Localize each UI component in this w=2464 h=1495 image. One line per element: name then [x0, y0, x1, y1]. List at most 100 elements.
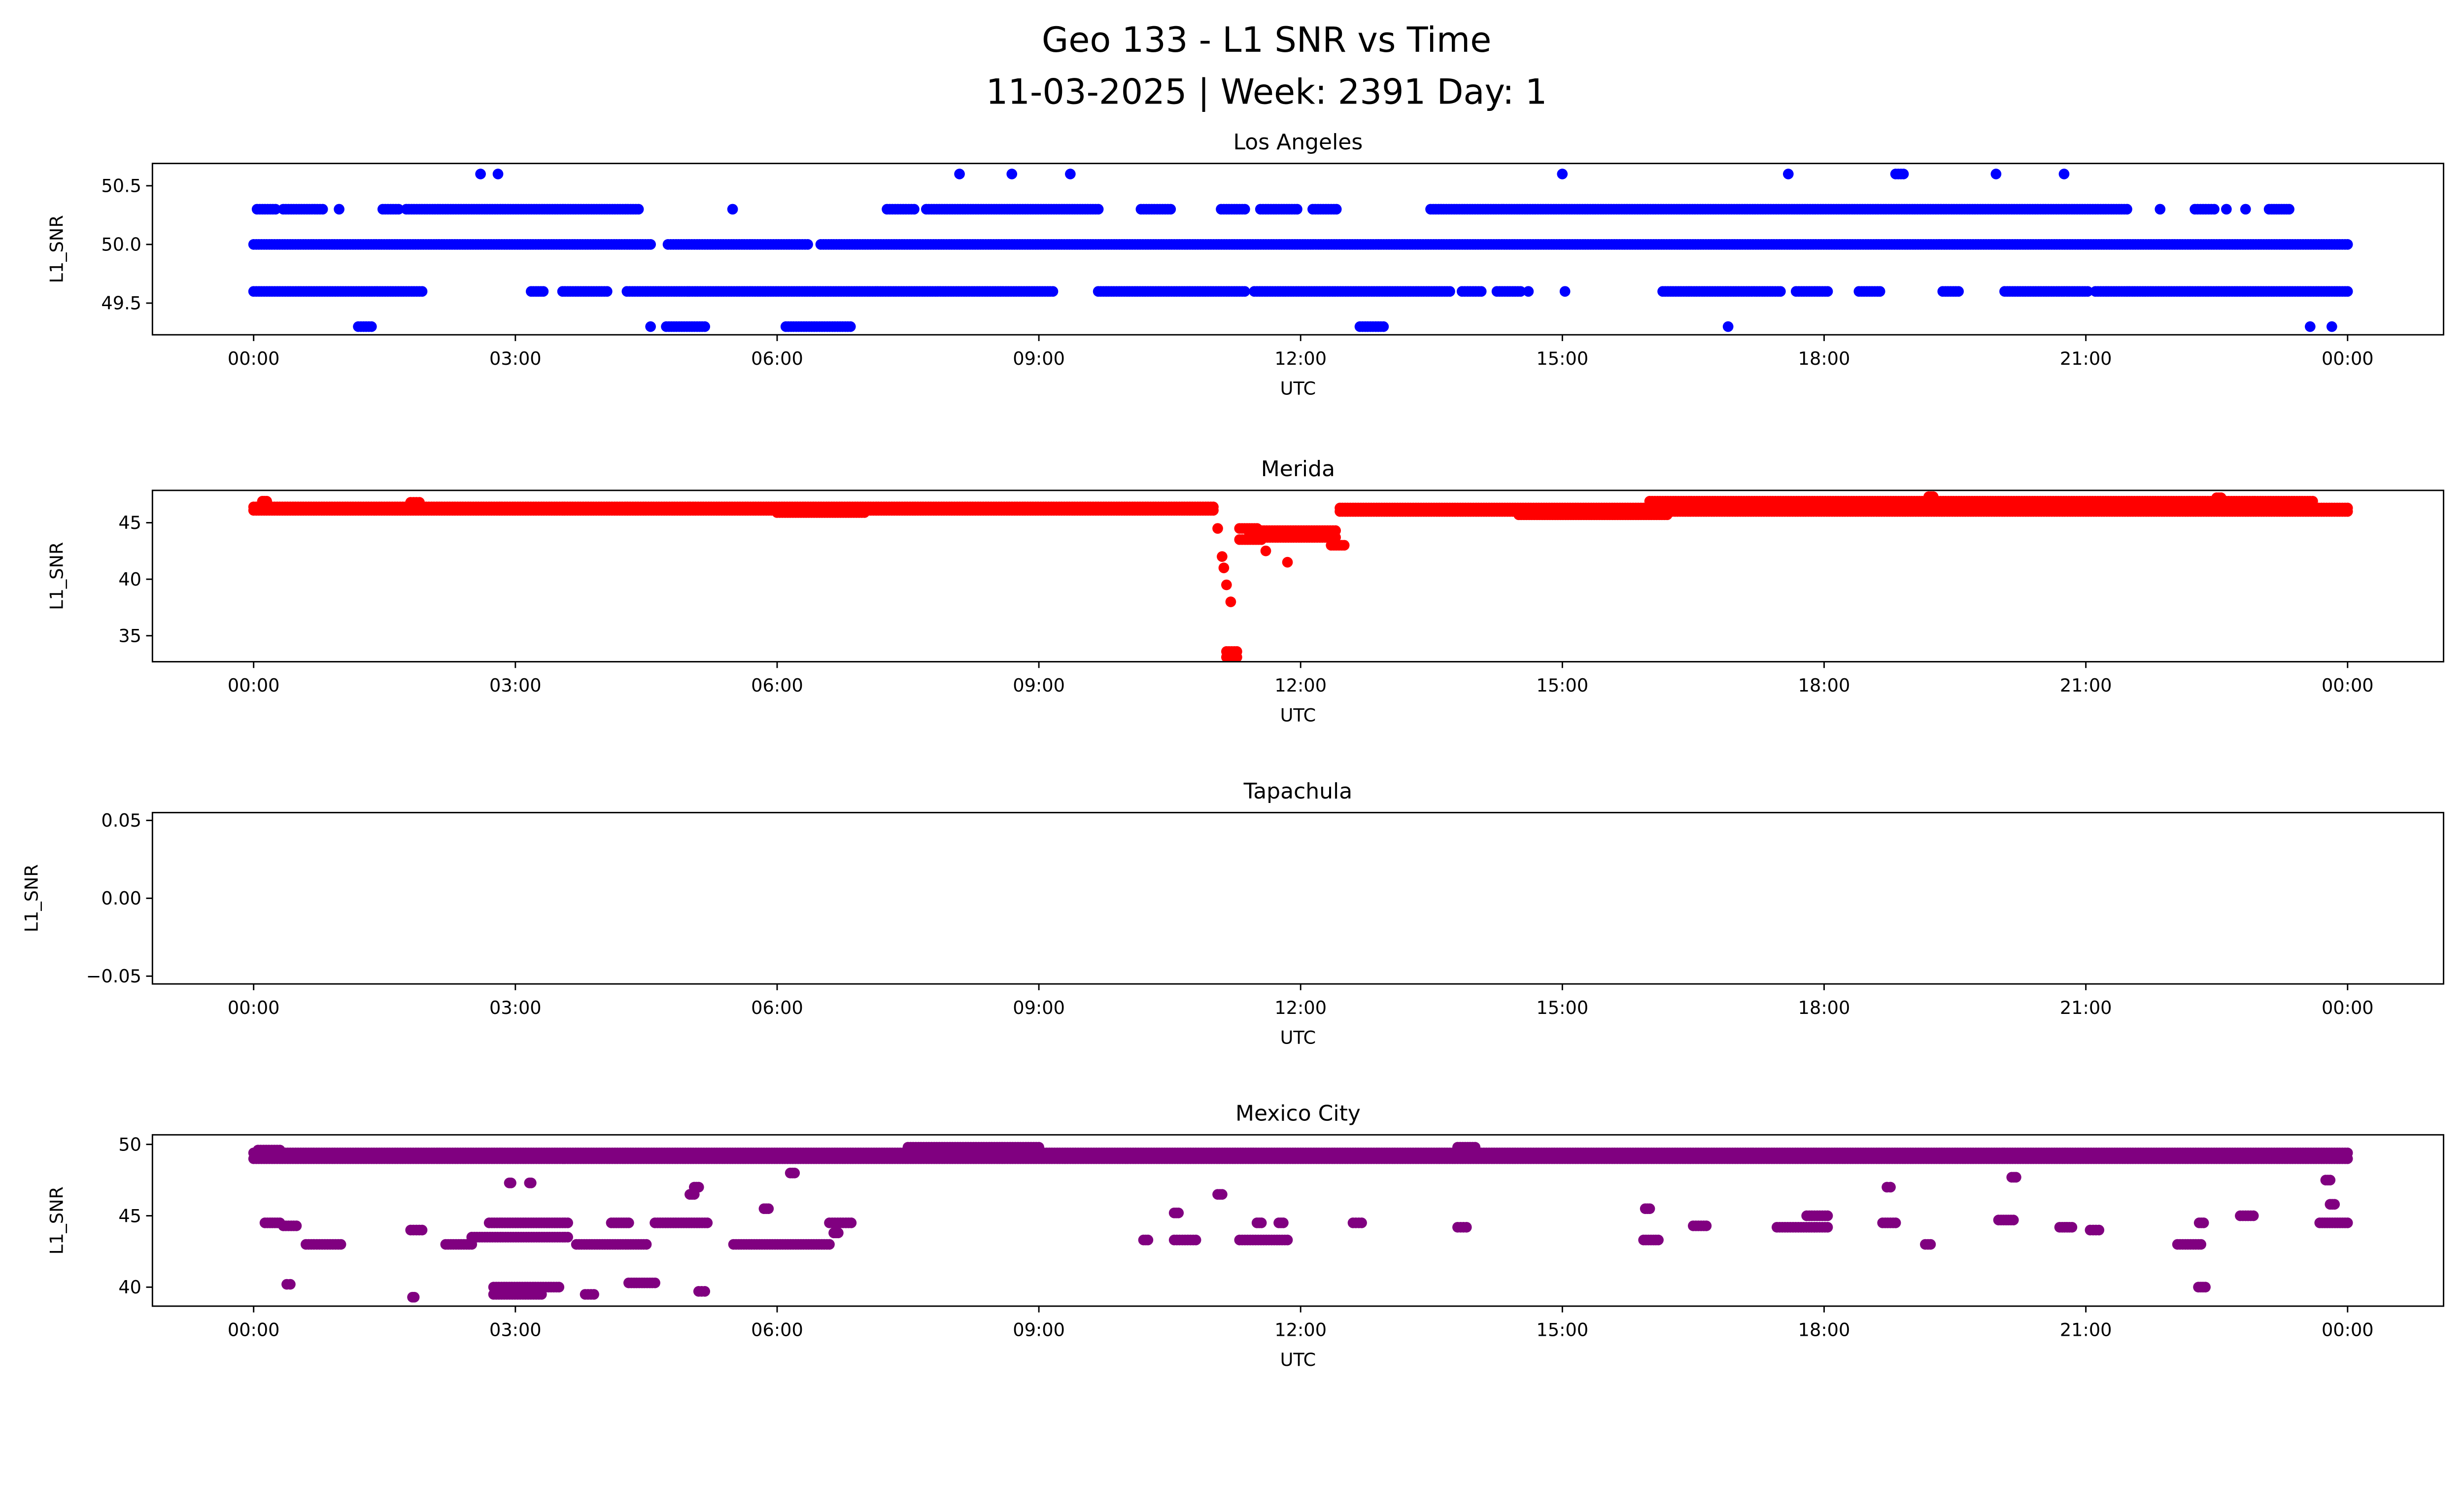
data-point: [1898, 169, 1909, 179]
x-axis-label: UTC: [1280, 378, 1316, 399]
x-tick-label: 18:00: [1798, 997, 1850, 1018]
x-tick-label: 09:00: [1013, 675, 1065, 696]
data-point: [366, 321, 377, 332]
data-point: [1775, 286, 1786, 297]
data-point: [1006, 169, 1018, 179]
data-point: [2342, 239, 2353, 250]
scatter-series: [248, 491, 2353, 662]
data-point: [1225, 596, 1236, 607]
x-tick-label: 00:00: [228, 348, 280, 369]
x-axis-label: UTC: [1280, 1027, 1316, 1048]
y-tick-label: 35: [118, 625, 141, 646]
x-tick-label: 18:00: [1798, 675, 1850, 696]
y-tick-label: 50.0: [101, 234, 141, 255]
data-point: [2221, 204, 2232, 215]
x-tick-label: 12:00: [1274, 997, 1327, 1018]
data-point: [1232, 652, 1242, 662]
y-tick-label: 40: [118, 569, 141, 590]
data-point: [416, 286, 428, 297]
figure: Geo 133 - L1 SNR vs Time 11-03-2025 | We…: [21, 20, 2444, 1371]
data-point: [334, 204, 344, 215]
x-tick-label: 21:00: [2060, 348, 2112, 369]
data-point: [859, 507, 870, 518]
scatter-series: [248, 1142, 2353, 1303]
data-point: [2342, 506, 2353, 517]
figure-title-line1: Geo 133 - L1 SNR vs Time: [1042, 20, 1492, 60]
data-point: [414, 497, 425, 508]
data-point: [2307, 496, 2318, 507]
axes-frame: [151, 163, 2444, 336]
data-point: [1515, 286, 1526, 297]
data-point: [2058, 169, 2070, 179]
data-point: [699, 321, 711, 332]
data-point: [601, 286, 613, 297]
x-tick-label: 21:00: [2060, 997, 2112, 1018]
data-point: [2216, 492, 2226, 503]
data-point: [845, 321, 856, 332]
data-point: [1874, 286, 1885, 297]
data-point: [1557, 169, 1568, 179]
x-tick-label: 12:00: [1274, 675, 1327, 696]
data-point: [1292, 204, 1302, 215]
data-point: [1221, 579, 1232, 591]
data-point: [2167, 499, 2179, 510]
data-point: [1239, 286, 1250, 297]
x-tick-label: 09:00: [1013, 348, 1065, 369]
axes-frame: [151, 489, 2444, 662]
data-point: [1282, 556, 1293, 568]
x-tick-label: 21:00: [2060, 675, 2112, 696]
data-point: [2304, 321, 2316, 332]
data-point: [1444, 286, 1455, 297]
y-axis-label: L1_SNR: [21, 864, 42, 932]
x-tick-label: 15:00: [1537, 997, 1589, 1018]
y-tick-label: 0.05: [101, 810, 141, 831]
data-point: [1093, 204, 1104, 215]
x-tick-label: 06:00: [751, 997, 803, 1018]
data-point: [1212, 523, 1223, 534]
data-point: [317, 204, 328, 215]
x-tick-label: 12:00: [1274, 348, 1327, 369]
panel-title: Los Angeles: [1233, 130, 1363, 155]
figure-title-line2: 11-03-2025 | Week: 2391 Day: 1: [986, 71, 1547, 112]
data-point: [1218, 562, 1230, 573]
x-tick-label: 00:00: [228, 997, 280, 1018]
panel-title: Mexico City: [1235, 1101, 1361, 1126]
data-point: [2342, 286, 2353, 297]
x-axis-label: UTC: [1280, 705, 1316, 726]
y-tick-label: 50.5: [101, 175, 141, 197]
y-tick-label: 49.5: [101, 293, 141, 314]
data-point: [1475, 286, 1487, 297]
data-point: [1338, 540, 1350, 551]
data-point: [538, 286, 549, 297]
x-tick-label: 06:00: [751, 348, 803, 369]
data-point: [1378, 321, 1389, 332]
data-point: [1047, 286, 1059, 297]
data-point: [2155, 204, 2166, 215]
panel-title: Merida: [1261, 456, 1335, 482]
data-point: [1822, 286, 1833, 297]
x-tick-label: 00:00: [2322, 675, 2374, 696]
data-point: [270, 204, 281, 215]
data-point: [1208, 505, 1219, 516]
data-point: [1782, 169, 1794, 179]
y-tick-label: −0.05: [86, 966, 141, 987]
data-point: [1260, 545, 1271, 556]
data-point: [393, 204, 404, 215]
scatter-series: [248, 169, 2353, 332]
y-tick-label: 45: [118, 512, 141, 533]
x-tick-label: 00:00: [228, 675, 280, 696]
x-tick-label: 03:00: [489, 675, 542, 696]
data-point: [645, 239, 656, 250]
x-tick-label: 06:00: [751, 675, 803, 696]
data-point: [645, 321, 656, 332]
x-tick-label: 18:00: [1798, 348, 1850, 369]
panel-title: Tapachula: [1243, 779, 1353, 804]
data-point: [2284, 204, 2294, 215]
data-point: [1927, 491, 1939, 502]
x-tick-label: 15:00: [1537, 348, 1589, 369]
y-tick-label: 0.00: [101, 888, 141, 909]
data-point: [954, 169, 965, 179]
